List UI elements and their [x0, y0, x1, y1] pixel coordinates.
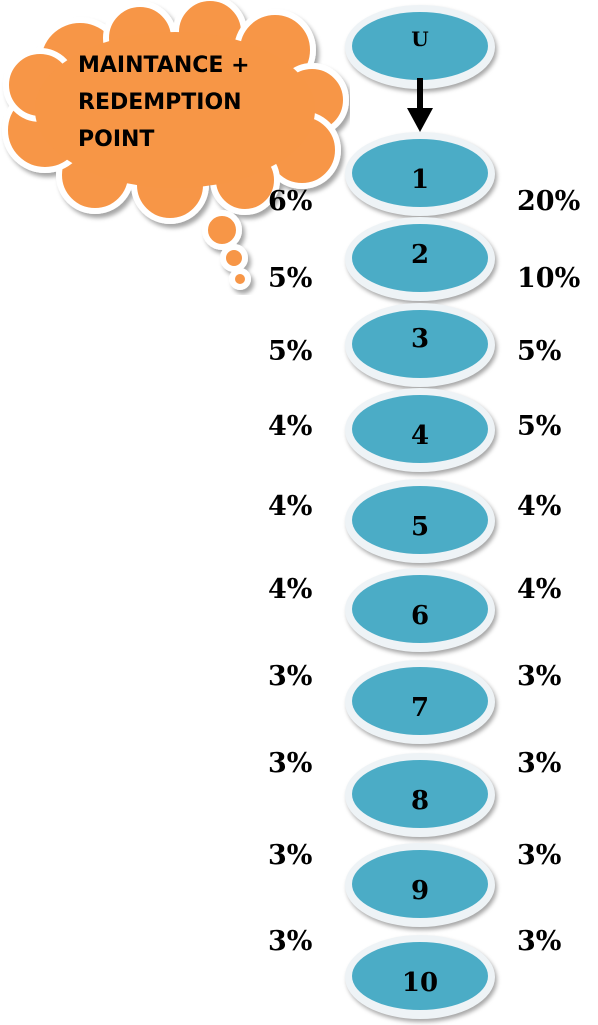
node-u-label: U — [411, 27, 429, 51]
node-level-3-fill: 3 — [352, 310, 488, 378]
node-level-5-fill: 5 — [352, 486, 488, 554]
node-level-9-fill: 9 — [352, 850, 488, 918]
callout-line-1: MAINTANCE + — [78, 53, 250, 78]
down-arrow-icon — [407, 78, 433, 132]
left-pct-level-1: 6% — [268, 186, 313, 217]
right-pct-level-10: 3% — [517, 926, 562, 957]
node-level-8-label: 8 — [410, 786, 430, 816]
left-pct-level-5: 4% — [268, 491, 313, 522]
node-level-9: 9 — [345, 843, 495, 927]
right-pct-level-2: 10% — [517, 263, 581, 294]
right-pct-level-7: 3% — [517, 661, 562, 692]
node-level-6-label: 6 — [410, 601, 430, 631]
right-pct-level-6: 4% — [517, 574, 562, 605]
node-level-4-label: 4 — [410, 421, 430, 451]
left-pct-level-4: 4% — [268, 411, 313, 442]
left-pct-level-7: 3% — [268, 661, 313, 692]
node-level-4-fill: 4 — [352, 395, 488, 463]
node-level-7: 7 — [345, 660, 495, 744]
right-pct-level-5: 4% — [517, 491, 562, 522]
left-pct-level-3: 5% — [268, 336, 313, 367]
callout-line-2: REDEMPTION — [78, 90, 242, 115]
node-level-5-label: 5 — [410, 512, 430, 542]
node-level-3-label: 3 — [410, 324, 430, 354]
node-level-10: 10 — [345, 935, 495, 1019]
node-level-4: 4 — [345, 388, 495, 472]
node-u-fill: U — [352, 12, 488, 80]
node-level-1-label: 1 — [410, 165, 430, 195]
node-u: U — [345, 5, 495, 89]
cloud-shape — [2, 0, 349, 290]
node-level-6: 6 — [345, 568, 495, 652]
right-pct-level-3: 5% — [517, 336, 562, 367]
node-level-1: 1 — [345, 132, 495, 216]
node-level-2: 2 — [345, 217, 495, 301]
node-level-3: 3 — [345, 303, 495, 387]
left-pct-level-8: 3% — [268, 748, 313, 779]
left-pct-level-10: 3% — [268, 926, 313, 957]
node-level-10-label: 10 — [401, 968, 439, 998]
node-level-10-fill: 10 — [352, 942, 488, 1010]
node-level-7-label: 7 — [410, 693, 430, 723]
node-level-5: 5 — [345, 479, 495, 563]
right-pct-level-8: 3% — [517, 748, 562, 779]
callout-line-3: POINT — [78, 127, 155, 152]
node-level-9-label: 9 — [410, 876, 430, 906]
callout-cloud: MAINTANCE + REDEMPTION POINT — [0, 0, 350, 295]
callout-text: MAINTANCE + REDEMPTION POINT — [78, 47, 298, 158]
node-level-2-label: 2 — [410, 240, 430, 270]
node-level-2-fill: 2 — [352, 224, 488, 292]
node-level-6-fill: 6 — [352, 575, 488, 643]
left-pct-level-6: 4% — [268, 574, 313, 605]
node-level-1-fill: 1 — [352, 139, 488, 207]
right-pct-level-9: 3% — [517, 840, 562, 871]
right-pct-level-1: 20% — [517, 186, 581, 217]
node-level-8-fill: 8 — [352, 760, 488, 828]
left-pct-level-9: 3% — [268, 840, 313, 871]
left-pct-level-2: 5% — [268, 263, 313, 294]
node-level-7-fill: 7 — [352, 667, 488, 735]
right-pct-level-4: 5% — [517, 411, 562, 442]
node-level-8: 8 — [345, 753, 495, 837]
